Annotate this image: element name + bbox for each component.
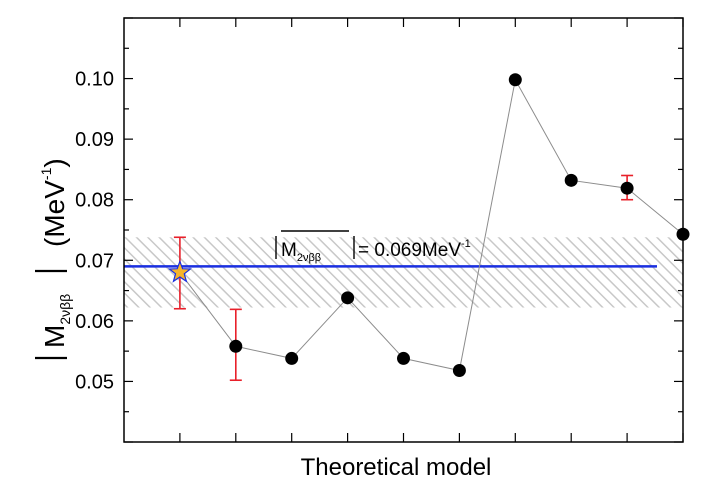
y-axis-title-unit-close: ) xyxy=(39,158,70,167)
annotation-symbol: M xyxy=(281,240,297,261)
plot-frame xyxy=(123,17,684,443)
annotation-subscript: 2νββ xyxy=(297,252,321,264)
y-tick-label: 0.07 xyxy=(75,250,114,272)
y-axis-title-unit-text: (MeV xyxy=(39,180,70,247)
annotation-exponent: -1 xyxy=(461,238,471,250)
y-tick-label: 0.10 xyxy=(75,69,114,91)
data-point-1 xyxy=(167,259,193,283)
data-point-2 xyxy=(229,339,243,353)
y-tick-label: 0.05 xyxy=(75,371,114,393)
uncertainty-band xyxy=(124,237,683,308)
x-axis-title: Theoretical model xyxy=(301,454,492,481)
mean-annotation: M2νββ = 0.069MeV-1 xyxy=(275,230,471,264)
data-point-8 xyxy=(564,173,578,187)
data-point-5 xyxy=(397,351,410,365)
y-tick-label: 0.09 xyxy=(75,129,114,151)
marker-layer xyxy=(167,73,690,378)
y-axis-title-subscript: 2νββ xyxy=(57,294,73,325)
y-tick-label: 0.06 xyxy=(75,311,114,333)
data-point-9 xyxy=(620,181,634,195)
y-axis-title-text: M2νββ xyxy=(39,294,73,348)
y-axis-title-unit-exp: -1 xyxy=(38,167,54,180)
y-axis-title-symbol: M xyxy=(39,325,70,348)
y-axis-title: M2νββ (MeV-1) xyxy=(35,158,73,360)
y-axis-title-unit: (MeV-1) xyxy=(38,158,70,247)
data-point-7 xyxy=(508,73,522,87)
annotation-equals: = 0.069MeV xyxy=(358,240,461,261)
uncertainty-band-layer xyxy=(124,237,683,308)
annotation-text: M2νββ = 0.069MeV-1 xyxy=(281,238,471,264)
connector-line xyxy=(179,78,684,372)
tick-layer: 0.05 0.06 0.07 0.08 0.09 0.10 xyxy=(75,17,684,443)
data-point-6 xyxy=(452,364,466,378)
data-point-3 xyxy=(285,351,299,365)
y-tick-label: 0.08 xyxy=(75,190,114,212)
data-point-4 xyxy=(341,291,355,305)
connector-line-layer xyxy=(179,78,684,372)
